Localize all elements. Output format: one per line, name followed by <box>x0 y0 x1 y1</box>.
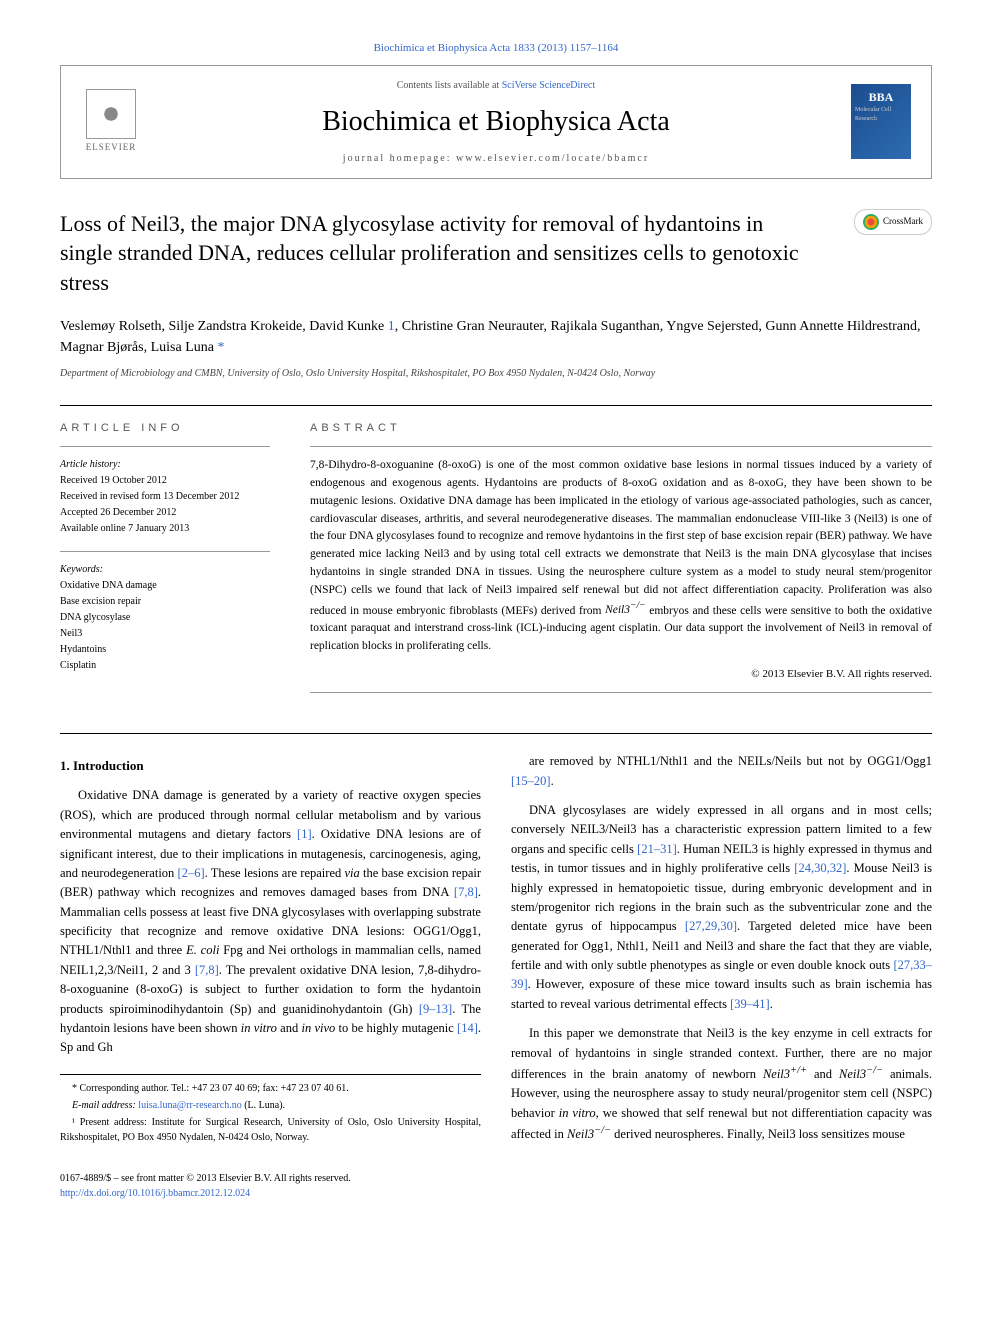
history-2: Accepted 26 December 2012 <box>60 507 176 518</box>
elsevier-logo-text: ELSEVIER <box>86 141 137 155</box>
bottom-left: 0167-4889/$ – see front matter © 2013 El… <box>60 1171 351 1201</box>
authors-line: Veslemøy Rolseth, Silje Zandstra Krokeid… <box>60 316 932 358</box>
abstract-copyright: © 2013 Elsevier B.V. All rights reserved… <box>310 666 932 683</box>
abstract-text: 7,8-Dihydro-8-oxoguanine (8-oxoG) is one… <box>310 457 932 656</box>
crossmark-badge[interactable]: CrossMark <box>854 209 932 235</box>
article-title: Loss of Neil3, the major DNA glycosylase… <box>60 209 810 298</box>
abstract-divider-bottom <box>310 692 932 693</box>
journal-name: Biochimica et Biophysica Acta <box>141 101 851 143</box>
bba-cover-thumbnail: BBA Molecular Cell Research <box>851 84 911 159</box>
intro-p3: DNA glycosylases are widely expressed in… <box>511 801 932 1014</box>
header-center: Contents lists available at SciVerse Sci… <box>141 78 851 166</box>
intro-p4: In this paper we demonstrate that Neil3 … <box>511 1024 932 1145</box>
sciencedirect-link[interactable]: SciVerse ScienceDirect <box>502 80 596 91</box>
history-3: Available online 7 January 2013 <box>60 523 189 534</box>
divider-body <box>60 733 932 734</box>
journal-header-box: ELSEVIER Contents lists available at Sci… <box>60 65 932 179</box>
keywords-block: Keywords: Oxidative DNA damage Base exci… <box>60 562 270 674</box>
article-info-col: ARTICLE INFO Article history: Received 1… <box>60 420 270 704</box>
article-info-heading: ARTICLE INFO <box>60 420 270 437</box>
kw-4: Hydantoins <box>60 644 106 655</box>
bba-cover-sub: Molecular Cell Research <box>855 106 907 124</box>
kw-2: DNA glycosylase <box>60 612 130 623</box>
email-line: E-mail address: luisa.luna@rr-research.n… <box>60 1098 481 1113</box>
footnotes: * Corresponding author. Tel.: +47 23 07 … <box>60 1074 481 1145</box>
kw-0: Oxidative DNA damage <box>60 580 157 591</box>
kw-3: Neil3 <box>60 628 82 639</box>
crossmark-label: CrossMark <box>883 215 923 229</box>
email-label: E-mail address: <box>72 1100 138 1111</box>
issn-line: 0167-4889/$ – see front matter © 2013 El… <box>60 1173 351 1184</box>
intro-heading: 1. Introduction <box>60 756 481 776</box>
history-1: Received in revised form 13 December 201… <box>60 491 239 502</box>
intro-p2: are removed by NTHL1/Nthl1 and the NEILs… <box>511 752 932 791</box>
top-citation: Biochimica et Biophysica Acta 1833 (2013… <box>60 40 932 57</box>
email-link[interactable]: luisa.luna@rr-research.no <box>138 1100 241 1111</box>
elsevier-logo: ELSEVIER <box>81 87 141 157</box>
elsevier-tree-icon <box>86 89 136 139</box>
contents-prefix: Contents lists available at <box>397 80 502 91</box>
journal-homepage: journal homepage: www.elsevier.com/locat… <box>141 151 851 166</box>
info-abstract-row: ARTICLE INFO Article history: Received 1… <box>60 420 932 704</box>
affiliation: Department of Microbiology and CMBN, Uni… <box>60 366 932 381</box>
corresponding-author: * Corresponding author. Tel.: +47 23 07 … <box>60 1081 481 1096</box>
bottom-bar: 0167-4889/$ – see front matter © 2013 El… <box>60 1171 932 1201</box>
doi-link[interactable]: http://dx.doi.org/10.1016/j.bbamcr.2012.… <box>60 1188 250 1199</box>
info-divider-2 <box>60 551 270 552</box>
history-0: Received 19 October 2012 <box>60 475 167 486</box>
email-suffix: (L. Luna). <box>242 1100 285 1111</box>
top-citation-link[interactable]: Biochimica et Biophysica Acta 1833 (2013… <box>374 42 619 54</box>
footnote-1: ¹ Present address: Institute for Surgica… <box>60 1115 481 1145</box>
article-header: CrossMark Loss of Neil3, the major DNA g… <box>60 209 932 381</box>
info-divider-1 <box>60 446 270 447</box>
abstract-divider <box>310 446 932 447</box>
keywords-label: Keywords: <box>60 564 103 575</box>
abstract-heading: ABSTRACT <box>310 420 932 437</box>
kw-1: Base excision repair <box>60 596 141 607</box>
article-history: Article history: Received 19 October 201… <box>60 457 270 537</box>
abstract-col: ABSTRACT 7,8-Dihydro-8-oxoguanine (8-oxo… <box>310 420 932 704</box>
bba-cover-label: BBA <box>869 88 894 106</box>
crossmark-icon <box>863 214 879 230</box>
kw-5: Cisplatin <box>60 660 96 671</box>
history-label: Article history: <box>60 459 121 470</box>
body-text: 1. Introduction Oxidative DNA damage is … <box>60 752 932 1150</box>
divider-top <box>60 405 932 406</box>
contents-line: Contents lists available at SciVerse Sci… <box>141 78 851 93</box>
intro-p1: Oxidative DNA damage is generated by a v… <box>60 786 481 1057</box>
